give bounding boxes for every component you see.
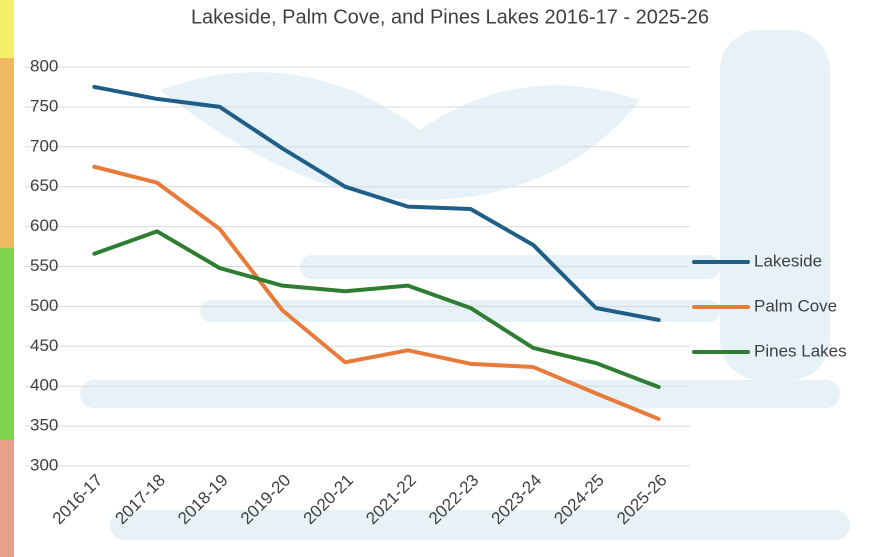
y-tick-label: 500 <box>30 296 58 315</box>
y-tick-label: 350 <box>30 416 58 435</box>
y-tick-label: 450 <box>30 336 58 355</box>
chart-title: Lakeside, Palm Cove, and Pines Lakes 201… <box>191 6 709 28</box>
chart: Lakeside, Palm Cove, and Pines Lakes 201… <box>0 0 874 557</box>
y-tick-label: 800 <box>30 56 58 75</box>
y-tick-label: 650 <box>30 176 58 195</box>
legend-label: Palm Cove <box>754 296 837 315</box>
y-tick-label: 700 <box>30 136 58 155</box>
y-tick-label: 550 <box>30 256 58 275</box>
legend-label: Lakeside <box>754 251 822 270</box>
y-tick-label: 600 <box>30 216 58 235</box>
y-tick-label: 750 <box>30 96 58 115</box>
x-tick-label: 2016-17 <box>49 471 107 529</box>
y-tick-label: 400 <box>30 376 58 395</box>
y-tick-label: 300 <box>30 455 58 474</box>
legend-label: Pines Lakes <box>754 341 847 360</box>
background-decoration <box>0 0 850 557</box>
